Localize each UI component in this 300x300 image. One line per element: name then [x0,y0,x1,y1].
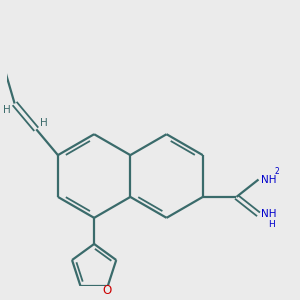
Text: H: H [3,105,10,115]
Text: H: H [40,118,48,128]
Text: NH: NH [261,175,276,184]
Text: H: H [268,220,275,229]
Text: 2: 2 [274,167,279,176]
Text: O: O [102,284,111,297]
Text: NH: NH [261,209,276,219]
